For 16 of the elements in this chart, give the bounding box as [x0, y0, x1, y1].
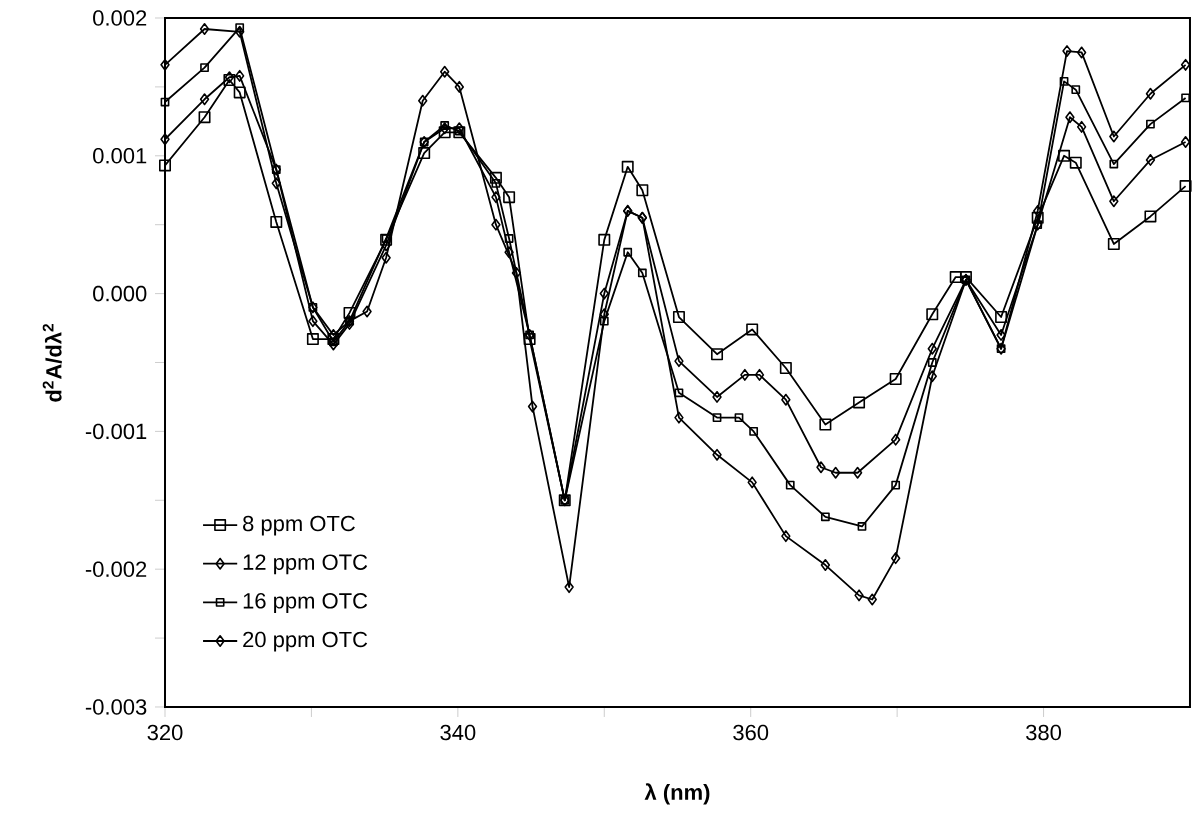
- x-tick-label: 360: [733, 724, 769, 741]
- y-tick-label: -0.001: [85, 423, 147, 440]
- legend-label: 16 ppm OTC: [243, 593, 368, 613]
- y-tick-label: 0.002: [93, 10, 147, 26]
- legend-label: 20 ppm OTC: [243, 631, 368, 652]
- x-tick-label: 340: [440, 724, 476, 741]
- legend-label: 8 ppm OTC: [243, 515, 355, 536]
- y-tick-label: 0.000: [93, 285, 147, 302]
- y-tick-label: -0.002: [85, 561, 147, 577]
- x-tick-label: 380: [1026, 724, 1062, 741]
- legend-label: 12 ppm OTC: [243, 554, 368, 575]
- x-axis-title: λ (nm): [644, 783, 710, 805]
- y-tick-label: 0.001: [93, 148, 147, 164]
- y-axis-title: d$^{2}$A/dλ$^{2}$: [42, 324, 62, 402]
- y-tick-label: -0.003: [85, 699, 147, 715]
- x-tick-label: 320: [147, 724, 183, 741]
